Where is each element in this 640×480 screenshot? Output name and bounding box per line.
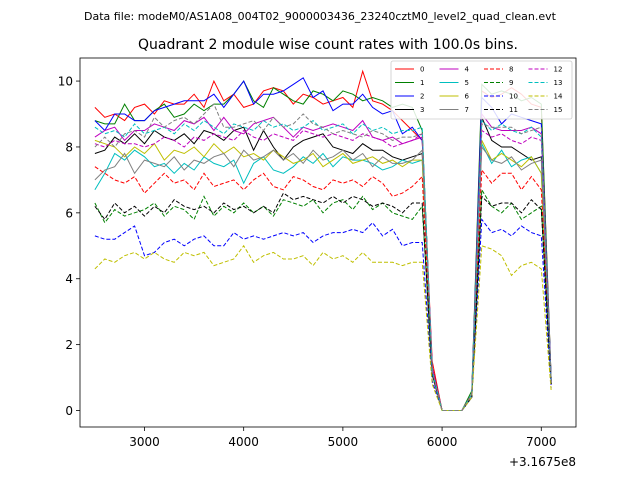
y-tick-label: 6 [65, 206, 73, 220]
series-line-11 [94, 192, 552, 411]
x-tick-label: 3000 [129, 435, 160, 449]
x-tick-label: 5000 [328, 435, 359, 449]
series-layer [94, 69, 552, 411]
legend-label-5: 5 [465, 79, 469, 87]
legend-label-3: 3 [420, 106, 424, 114]
suptitle: Data file: modeM0/AS1A08_004T02_90000034… [84, 10, 557, 23]
axes-frame [79, 57, 577, 428]
series-line-8 [94, 166, 552, 411]
plot-area [80, 58, 576, 427]
legend-label-14: 14 [554, 93, 563, 101]
series-line-15 [94, 103, 552, 411]
x-tick-label: 7000 [526, 435, 557, 449]
legend-label-7: 7 [465, 106, 469, 114]
legend-label-1: 1 [420, 79, 424, 87]
y-tick-label: 8 [65, 140, 73, 154]
series-line-14 [94, 244, 552, 411]
x-tick-label: 6000 [427, 435, 458, 449]
y-tick-label: 4 [65, 272, 73, 286]
legend-label-15: 15 [554, 106, 563, 114]
series-line-12 [94, 129, 552, 411]
legend-label-12: 12 [554, 66, 563, 74]
series-line-10 [94, 218, 552, 411]
y-tick-label: 10 [58, 75, 73, 89]
legend-label-4: 4 [465, 66, 470, 74]
y-axis: 0 2 4 6 8 10 [58, 75, 80, 418]
legend-label-11: 11 [509, 106, 518, 114]
legend-box [390, 60, 573, 120]
legend-label-8: 8 [509, 66, 513, 74]
y-tick-label: 0 [65, 404, 73, 418]
legend-label-2: 2 [420, 93, 424, 101]
series-line-13 [94, 119, 552, 411]
legend-label-0: 0 [420, 66, 424, 74]
legend-label-13: 13 [554, 79, 563, 87]
legend-label-6: 6 [465, 93, 470, 101]
x-axis: 3000 4000 5000 6000 7000 [129, 427, 557, 449]
x-tick-label: 4000 [228, 435, 259, 449]
legend-label-10: 10 [509, 93, 518, 101]
y-tick-label: 2 [65, 338, 73, 352]
legend-label-9: 9 [509, 79, 513, 87]
series-line-9 [94, 188, 552, 411]
chart-title: Quadrant 2 module wise count rates with … [138, 37, 518, 53]
x-offset-label: +3.1675e8 [509, 455, 576, 469]
